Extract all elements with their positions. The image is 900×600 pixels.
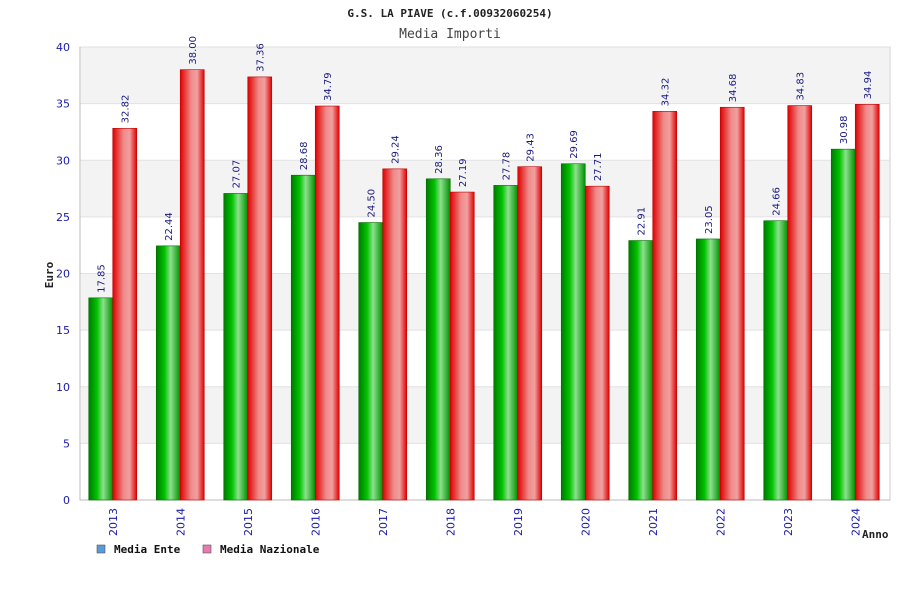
legend-swatch-media-nazionale [202, 544, 212, 554]
data-label: 37.36 [256, 43, 267, 72]
bar-media-nazionale-2023 [787, 105, 813, 501]
data-label: 29.24 [391, 135, 402, 164]
data-label: 27.19 [458, 158, 469, 187]
y-tick-label: 35 [56, 98, 70, 111]
data-label: 23.05 [704, 205, 715, 234]
y-axis-ticks: 0 5 10 15 20 25 30 35 40 [56, 41, 70, 507]
bar-media-ente-2019 [493, 185, 519, 501]
x-tick-label: 2016 [309, 508, 322, 536]
bar-media-nazionale-2024 [854, 104, 880, 501]
bar-media-nazionale-2015 [247, 76, 273, 501]
y-tick-label: 40 [56, 41, 70, 54]
data-label: 30.98 [839, 116, 850, 145]
legend: Media Ente Media Nazionale [96, 543, 320, 556]
plot-band [81, 386, 889, 444]
plot-band [81, 47, 889, 104]
x-tick-label: 2014 [174, 508, 187, 536]
data-label: 28.68 [299, 142, 310, 171]
data-label: 32.82 [121, 95, 132, 124]
x-tick-label: 2024 [849, 508, 862, 536]
legend-label-media-nazionale: Media Nazionale [220, 543, 320, 556]
gridlines [79, 46, 890, 501]
legend-label-media-ente: Media Ente [114, 543, 181, 556]
x-axis-label: Anno [862, 528, 889, 541]
data-label: 22.91 [637, 207, 648, 236]
bar-media-nazionale-2016 [314, 105, 340, 501]
x-axis-ticks: 2013 2014 2015 2016 2017 2018 2019 2020 2021 2022… [107, 508, 863, 536]
bar-media-ente-2016 [290, 174, 316, 501]
data-label: 28.36 [434, 145, 445, 174]
x-tick-label: 2019 [512, 508, 525, 536]
data-label: 38.00 [188, 36, 199, 65]
bar-media-ente-2018 [425, 178, 451, 501]
data-label: 34.68 [728, 74, 739, 103]
bar-media-nazionale-2019 [517, 166, 543, 501]
bar-media-ente-2022 [695, 238, 721, 501]
bar-media-nazionale-2017 [382, 168, 408, 501]
chart-subtitle: Media Importi [399, 27, 501, 42]
y-tick-label: 15 [56, 324, 70, 337]
y-tick-label: 25 [56, 211, 70, 224]
data-label: 24.66 [772, 187, 783, 216]
data-label: 27.78 [502, 152, 513, 181]
bar-media-ente-2015 [223, 193, 249, 501]
x-tick-label: 2023 [782, 508, 795, 536]
plot-band [81, 160, 889, 217]
bar-media-ente-2017 [358, 222, 384, 501]
data-label: 34.32 [661, 78, 672, 107]
data-label: 17.85 [97, 264, 108, 293]
y-tick-label: 20 [56, 268, 70, 281]
bars [88, 69, 880, 501]
plot-band [81, 273, 889, 331]
bar-media-ente-2024 [830, 148, 856, 501]
x-tick-label: 2013 [107, 508, 120, 536]
x-tick-label: 2017 [377, 508, 390, 536]
data-label: 29.43 [526, 133, 537, 162]
bar-media-nazionale-2018 [449, 191, 475, 501]
data-labels: 17.85 32.82 22.44 38.00 27.07 37.36 28.68 34.79… [97, 36, 875, 293]
bar-media-nazionale-2020 [584, 185, 610, 501]
data-label: 29.69 [569, 130, 580, 159]
y-tick-label: 30 [56, 154, 70, 167]
bar-media-nazionale-2014 [179, 69, 205, 501]
bar-media-nazionale-2022 [719, 106, 745, 501]
x-tick-label: 2015 [242, 508, 255, 536]
x-tick-label: 2022 [714, 508, 727, 536]
bar-media-ente-2014 [155, 245, 181, 501]
data-label: 24.50 [367, 189, 378, 218]
chart-title: G.S. LA PIAVE (c.f.00932060254) [347, 7, 552, 20]
y-axis-label: Euro [43, 261, 56, 288]
legend-swatch-media-ente [96, 544, 106, 554]
data-label: 22.44 [164, 212, 175, 241]
bar-media-ente-2020 [560, 163, 586, 501]
y-tick-label: 0 [63, 494, 70, 507]
x-tick-label: 2021 [647, 508, 660, 536]
data-label: 34.94 [863, 71, 874, 100]
bar-media-nazionale-2013 [112, 128, 138, 501]
bar-media-ente-2021 [628, 240, 654, 501]
bar-media-ente-2023 [763, 220, 789, 501]
data-label: 34.83 [796, 72, 807, 101]
data-label: 34.79 [323, 72, 334, 101]
y-tick-label: 5 [63, 437, 70, 450]
bar-media-ente-2013 [88, 297, 114, 501]
x-tick-label: 2020 [579, 508, 592, 536]
data-label: 27.07 [232, 160, 243, 189]
y-tick-label: 10 [56, 381, 70, 394]
bar-media-nazionale-2021 [652, 111, 678, 501]
x-tick-label: 2018 [444, 508, 457, 536]
data-label: 27.71 [593, 153, 604, 182]
